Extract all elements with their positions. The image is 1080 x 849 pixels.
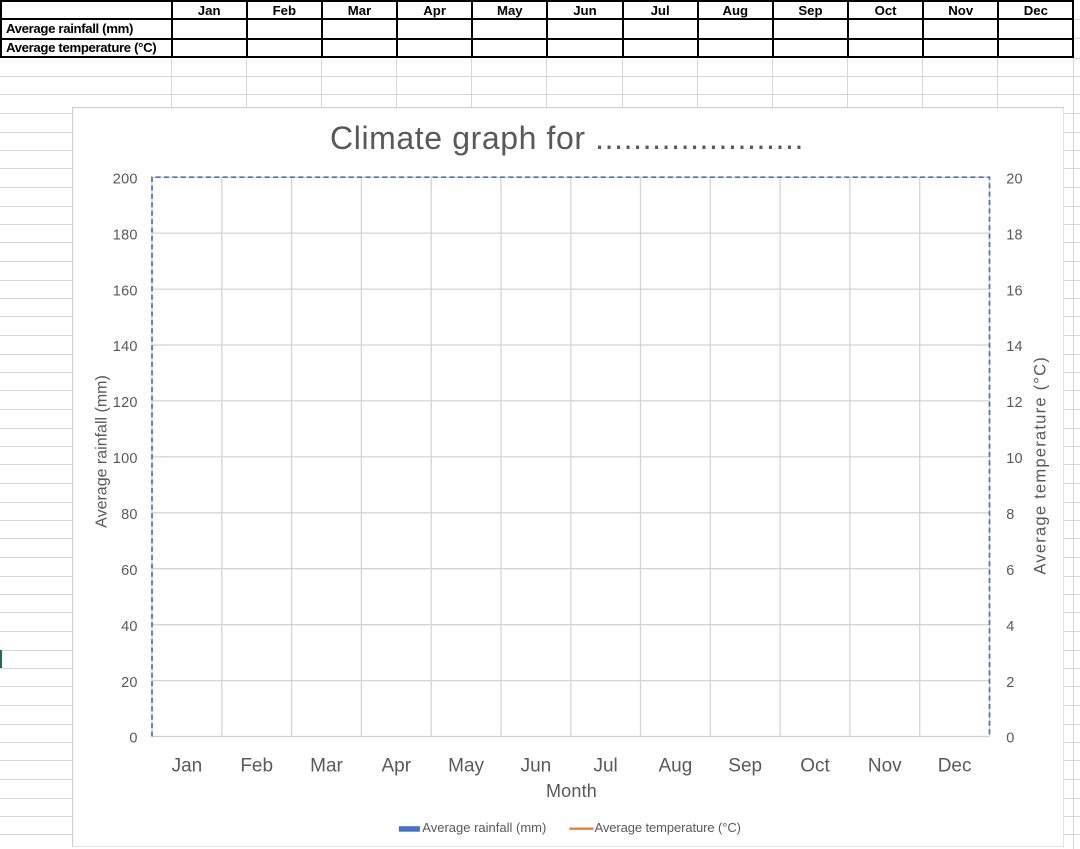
svg-text:Jan: Jan (171, 755, 202, 776)
svg-text:80: 80 (121, 507, 138, 523)
svg-text:8: 8 (1006, 507, 1014, 523)
svg-text:12: 12 (1006, 395, 1023, 411)
svg-text:May: May (448, 755, 484, 776)
svg-text:4: 4 (1006, 618, 1014, 634)
svg-text:140: 140 (112, 339, 137, 355)
svg-text:Oct: Oct (800, 755, 830, 776)
svg-text:Feb: Feb (240, 755, 273, 776)
svg-text:2: 2 (1006, 674, 1014, 690)
svg-text:60: 60 (121, 562, 138, 578)
svg-text:Average rainfall (mm): Average rainfall (mm) (422, 820, 546, 835)
svg-text:Mar: Mar (310, 755, 343, 776)
svg-text:Average temperature (°C): Average temperature (°C) (594, 820, 740, 835)
svg-text:18: 18 (1006, 227, 1023, 243)
svg-text:Month: Month (545, 781, 596, 801)
svg-text:180: 180 (112, 227, 137, 243)
svg-text:Average rainfall (mm): Average rainfall (mm) (93, 375, 110, 528)
svg-text:Jul: Jul (593, 755, 617, 776)
svg-text:40: 40 (121, 618, 138, 634)
svg-text:160: 160 (112, 283, 137, 299)
svg-text:20: 20 (121, 674, 138, 690)
svg-text:200: 200 (112, 171, 137, 187)
svg-text:120: 120 (112, 395, 137, 411)
svg-text:Sep: Sep (728, 755, 762, 776)
svg-text:10: 10 (1006, 451, 1023, 467)
svg-text:100: 100 (112, 451, 137, 467)
svg-text:0: 0 (129, 730, 137, 746)
svg-text:6: 6 (1006, 562, 1014, 578)
svg-text:Average temperature (°C): Average temperature (°C) (1030, 355, 1049, 574)
svg-text:Dec: Dec (937, 755, 971, 776)
svg-text:16: 16 (1006, 283, 1023, 299)
svg-text:Jun: Jun (520, 755, 551, 776)
svg-text:14: 14 (1006, 339, 1023, 355)
svg-text:Aug: Aug (658, 755, 692, 776)
svg-text:Apr: Apr (381, 755, 411, 776)
svg-text:Nov: Nov (867, 755, 901, 776)
svg-text:0: 0 (1006, 730, 1014, 746)
svg-text:20: 20 (1006, 171, 1023, 187)
svg-text:Climate graph for ............: Climate graph for ...................... (330, 120, 804, 156)
